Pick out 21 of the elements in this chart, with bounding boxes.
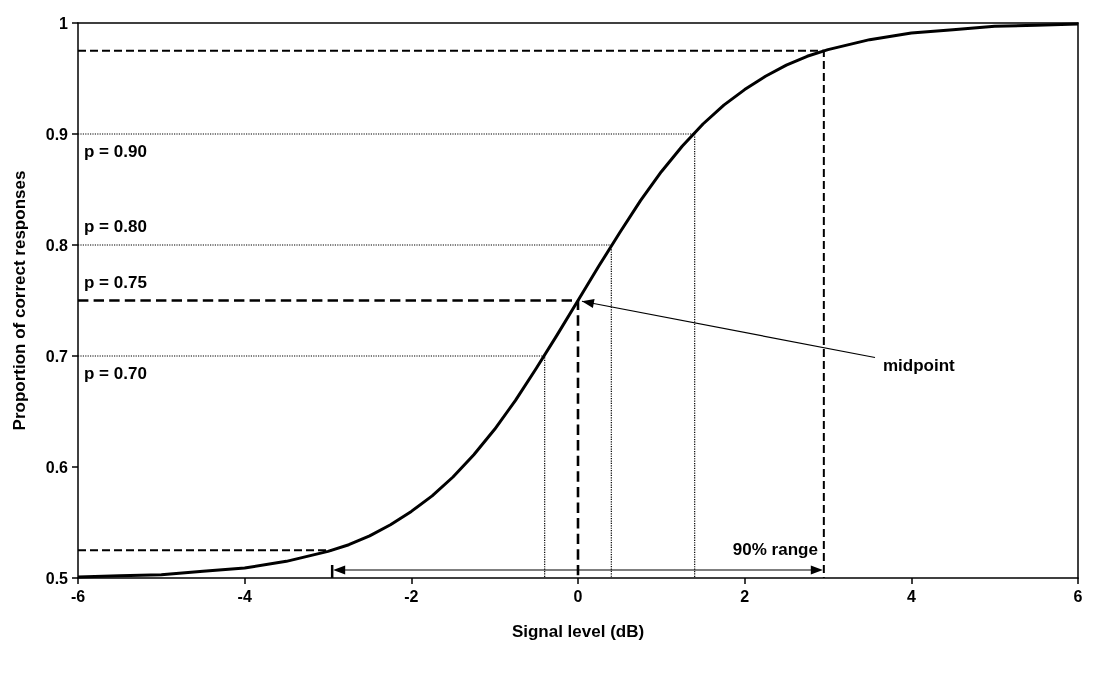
annotation: midpoint bbox=[883, 355, 955, 376]
y-axis-title: Proportion of correct responses bbox=[10, 170, 29, 431]
x-tick-label: -2 bbox=[404, 587, 419, 605]
x-tick-label: 0 bbox=[573, 587, 583, 605]
y-tick-label: 0.6 bbox=[45, 458, 69, 476]
annotation: p = 0.80 bbox=[84, 217, 147, 237]
x-tick-label: -4 bbox=[237, 587, 252, 605]
annotation: p = 0.90 bbox=[84, 142, 147, 162]
x-tick-label: 6 bbox=[1073, 587, 1083, 605]
x-tick-label: 4 bbox=[906, 587, 916, 605]
y-tick-label: 1 bbox=[59, 14, 69, 32]
x-tick-label: 2 bbox=[740, 587, 750, 605]
x-axis-title: Signal level (dB) bbox=[511, 622, 645, 641]
y-tick-label: 0.7 bbox=[45, 347, 69, 365]
x-tick-label: -6 bbox=[70, 587, 86, 605]
annotation: p = 0.75 bbox=[84, 272, 147, 293]
annotation: 90% range bbox=[732, 540, 818, 560]
y-tick-label: 0.5 bbox=[45, 569, 69, 587]
y-tick-label: 0.8 bbox=[45, 236, 69, 254]
annotation: p = 0.70 bbox=[84, 364, 147, 384]
y-tick-label: 0.9 bbox=[45, 125, 69, 143]
